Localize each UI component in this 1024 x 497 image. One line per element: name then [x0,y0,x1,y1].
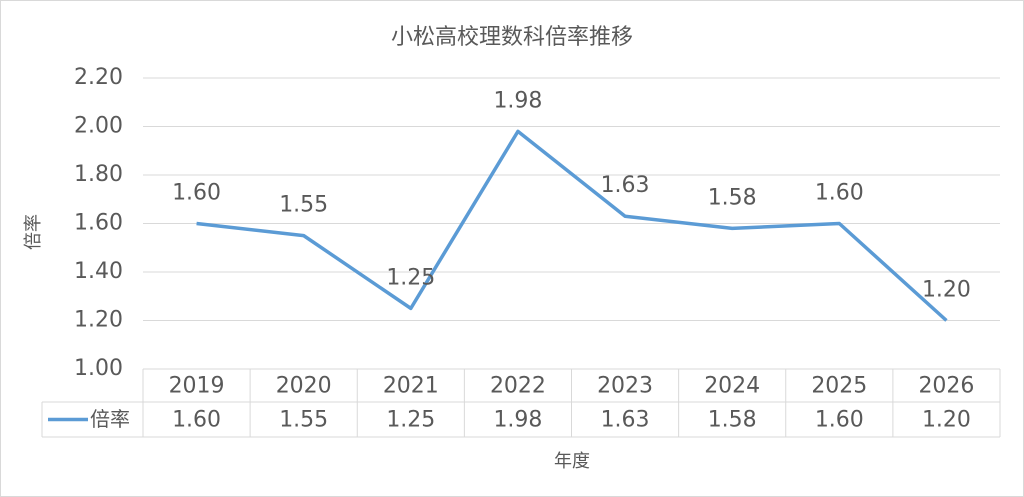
y-tick-label: 2.00 [74,114,123,139]
table-value: 1.63 [601,408,650,433]
table-value: 1.98 [493,408,542,433]
y-tick-label: 1.80 [74,162,123,187]
x-tick-label: 2024 [704,374,760,399]
table-value: 1.20 [922,408,971,433]
table-value: 1.25 [386,408,435,433]
chart-title: 小松高校理数科倍率推移 [391,25,633,50]
x-tick-label: 2022 [490,374,546,399]
x-tick-label: 2023 [597,374,653,399]
x-tick-label: 2021 [383,374,439,399]
data-line [196,129,948,322]
data-label: 1.63 [601,173,650,198]
y-tick-label: 1.00 [74,356,123,381]
table-value: 1.55 [279,408,328,433]
data-label: 1.60 [172,181,221,206]
y-axis-label: 倍率 [23,214,44,250]
y-tick-label: 2.20 [74,65,123,90]
legend-label: 倍率 [90,407,130,431]
x-tick-label: 2025 [811,374,867,399]
x-tick-label: 2019 [169,374,225,399]
table-value: 1.60 [172,408,221,433]
x-axis-label: 年度 [554,451,590,472]
table-value: 1.58 [708,408,757,433]
x-tick-label: 2026 [918,374,974,399]
data-label: 1.60 [815,181,864,206]
data-label: 1.55 [279,193,328,218]
data-label: 1.98 [493,88,542,113]
y-tick-label: 1.60 [74,211,123,236]
y-tick-label: 1.20 [74,308,123,333]
data-label: 1.58 [708,185,757,210]
y-tick-label: 1.40 [74,259,123,284]
data-label: 1.25 [386,265,435,290]
x-tick-label: 2020 [276,374,332,399]
table-value: 1.60 [815,408,864,433]
data-label: 1.20 [922,278,971,303]
